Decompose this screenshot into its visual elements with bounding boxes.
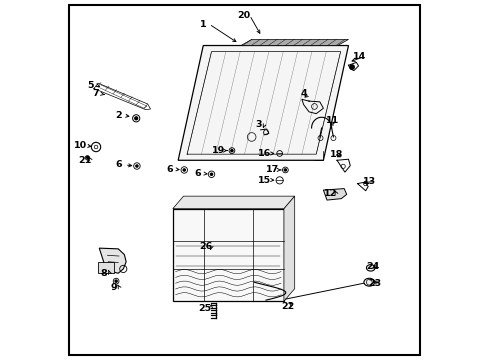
Text: 21: 21	[78, 156, 91, 165]
Ellipse shape	[366, 265, 374, 271]
Text: 17: 17	[265, 166, 279, 175]
Polygon shape	[172, 196, 294, 209]
Circle shape	[230, 149, 233, 152]
Text: 6: 6	[165, 165, 172, 174]
Circle shape	[86, 157, 88, 158]
Ellipse shape	[363, 278, 374, 286]
Text: 11: 11	[325, 116, 338, 125]
Text: 10: 10	[74, 141, 87, 150]
Text: 26: 26	[199, 242, 212, 251]
Text: 6: 6	[194, 169, 201, 178]
Circle shape	[210, 173, 212, 175]
Text: 23: 23	[367, 279, 380, 288]
Text: 4: 4	[300, 89, 306, 98]
Circle shape	[135, 117, 137, 120]
Text: 12: 12	[323, 189, 337, 198]
Text: 5: 5	[87, 81, 94, 90]
Text: 2: 2	[115, 111, 122, 120]
Text: 15: 15	[257, 176, 270, 185]
Polygon shape	[99, 248, 126, 273]
Text: 24: 24	[366, 262, 379, 271]
Text: 6: 6	[116, 161, 122, 170]
Bar	[172, 209, 284, 301]
Text: 1: 1	[200, 19, 206, 28]
Text: 14: 14	[352, 52, 365, 61]
Text: 19: 19	[212, 146, 225, 155]
Circle shape	[183, 169, 185, 171]
Circle shape	[284, 169, 286, 171]
Text: 25: 25	[198, 304, 211, 313]
Text: 3: 3	[255, 120, 262, 129]
Polygon shape	[178, 45, 348, 160]
Bar	[98, 262, 114, 273]
Polygon shape	[241, 40, 348, 45]
Text: 7: 7	[92, 89, 99, 98]
Text: 20: 20	[237, 10, 250, 19]
Text: 13: 13	[362, 177, 375, 186]
Text: 9: 9	[110, 283, 117, 292]
Text: 22: 22	[280, 302, 294, 311]
Text: 8: 8	[101, 269, 107, 278]
Polygon shape	[284, 196, 294, 301]
Circle shape	[136, 165, 138, 167]
Text: 18: 18	[330, 150, 343, 159]
Circle shape	[115, 280, 117, 282]
Polygon shape	[323, 189, 346, 200]
Circle shape	[349, 65, 353, 69]
Text: 16: 16	[257, 149, 270, 158]
